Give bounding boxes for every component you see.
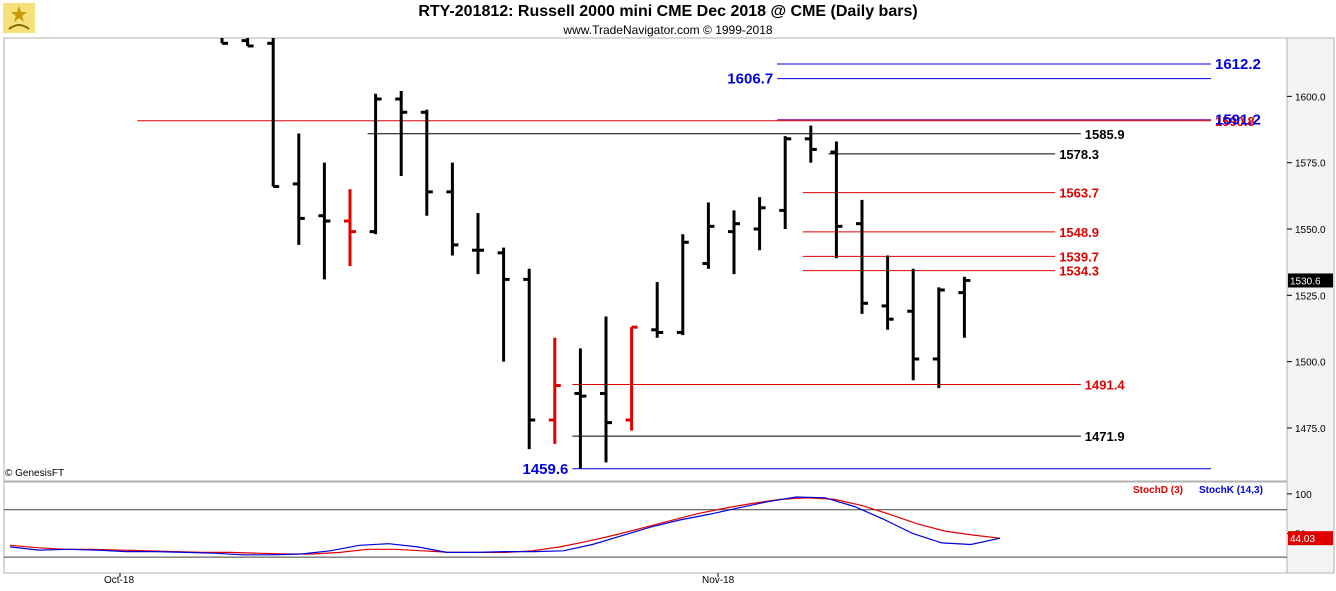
level-label-1591.2: 1591.2: [1215, 112, 1261, 129]
level-label-1590.8: 1590.8: [1215, 114, 1255, 129]
stoch-line-k: [9, 496, 1001, 556]
chart-title: RTY-201812: Russell 2000 mini CME Dec 20…: [418, 3, 918, 20]
level-label-1534.3: 1534.3: [1059, 264, 1099, 279]
y-axis-strip: [1286, 37, 1335, 574]
stoch-last-label: 44.03: [1290, 534, 1315, 545]
last-price-label: 1530.6: [1290, 276, 1321, 287]
copyright-label: © GenesisFT: [5, 468, 65, 479]
level-label-1471.9: 1471.9: [1085, 429, 1125, 444]
x-tick-label-nov: Nov-18: [702, 575, 735, 586]
x-tick-label-oct: Oct-18: [104, 575, 134, 586]
price-y-tick-label: 1475.0: [1295, 424, 1326, 435]
stoch-y-tick-label: 100: [1295, 490, 1312, 501]
stoch-last-box: [1288, 531, 1333, 546]
level-label-1612.2: 1612.2: [1215, 56, 1261, 73]
price-y-tick-label: 1600.0: [1295, 92, 1326, 103]
level-label-1491.4: 1491.4: [1085, 377, 1126, 392]
level-label-1585.9: 1585.9: [1085, 127, 1125, 142]
level-label-1578.3: 1578.3: [1059, 147, 1099, 162]
trade-navigator-logo-icon: [3, 3, 35, 33]
price-y-tick-label: 1525.0: [1295, 291, 1326, 302]
last-price-box: [1288, 273, 1333, 288]
price-y-tick-label: 1575.0: [1295, 159, 1326, 170]
level-label-1563.7: 1563.7: [1059, 186, 1099, 201]
level-label-1459.6: 1459.6: [523, 461, 569, 478]
level-label-1539.7: 1539.7: [1059, 249, 1099, 264]
level-label-1548.9: 1548.9: [1059, 225, 1099, 240]
price-y-tick-label: 1500.0: [1295, 358, 1326, 369]
level-label-1606.7: 1606.7: [727, 71, 773, 88]
legend-stoch-k: StochK (14,3): [1199, 485, 1263, 496]
chart-subtitle: www.TradeNavigator.com © 1999-2018: [563, 23, 773, 37]
price-y-tick-label: 1550.0: [1295, 225, 1326, 236]
ohlc-bars: [220, 38, 971, 469]
legend-stoch-d: StochD (3): [1133, 485, 1183, 496]
